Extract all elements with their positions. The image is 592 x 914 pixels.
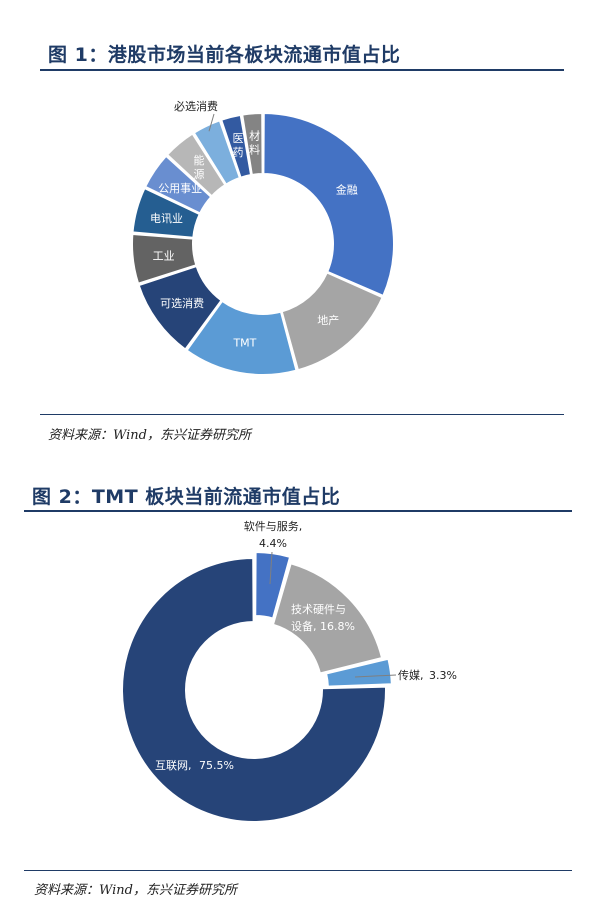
chart2-slice-3 xyxy=(121,556,387,823)
figure1-source: 资料来源：Wind，东兴证券研究所 xyxy=(48,428,251,443)
figure1-source-rule xyxy=(40,414,564,415)
chart2-value-1: 设备, 16.8% xyxy=(291,619,355,633)
chart2-leader-line-0 xyxy=(269,551,273,585)
chart1-slice-1 xyxy=(280,271,384,372)
chart1-slice-4 xyxy=(131,232,198,285)
chart2-category-1: 技术硬件与 xyxy=(291,603,346,616)
chart1-slice-2 xyxy=(185,299,298,376)
chart2-slice-1 xyxy=(271,561,384,675)
chart1-slice-5 xyxy=(131,186,202,239)
figure1-title-rule xyxy=(40,69,564,71)
figure2-title: 图 2：TMT 板块当前流通市值占比 xyxy=(32,486,341,508)
chart2-leader-line-2 xyxy=(354,674,397,678)
chart1-label-2: TMT xyxy=(232,336,256,349)
chart1-label-9: 医药 xyxy=(232,132,243,159)
figure1-title: 图 1：港股市场当前各板块流通市值占比 xyxy=(48,44,401,66)
figure2-source: 资料来源：Wind，东兴证券研究所 xyxy=(34,883,237,898)
chart1-label-1: 地产 xyxy=(317,313,339,327)
chart1-label-7: 能源 xyxy=(194,153,205,181)
chart2-category-3: 互联网, xyxy=(155,759,192,772)
chart1-slice-10 xyxy=(241,111,264,177)
chart1-label-5: 电讯业 xyxy=(150,212,183,225)
chart1-label-8: 必选消费 xyxy=(174,99,218,113)
chart1-label-0: 金融 xyxy=(336,182,358,196)
chart1-leader-line xyxy=(208,113,215,132)
chart2-value-3: 75.5% xyxy=(199,759,234,772)
chart1-label-10: 材料 xyxy=(249,128,260,156)
chart1-slice-0 xyxy=(262,111,395,298)
chart1-slice-3 xyxy=(137,264,223,351)
chart1-label-4: 工业 xyxy=(153,250,175,263)
chart1-label-6: 公用事业 xyxy=(158,182,202,195)
chart2-slice-2 xyxy=(324,657,393,688)
chart2-value-2: 3.3% xyxy=(429,669,457,682)
chart1-label-3: 可选消费 xyxy=(160,296,204,310)
chart2-value-0: 4.4% xyxy=(259,537,287,550)
chart2-slice-0 xyxy=(254,551,292,620)
figure2-source-rule xyxy=(24,870,572,871)
chart2-category-2: 传媒, xyxy=(398,669,424,682)
figure2-title-rule xyxy=(24,510,572,512)
chart2-category-0: 软件与服务, xyxy=(244,519,303,533)
